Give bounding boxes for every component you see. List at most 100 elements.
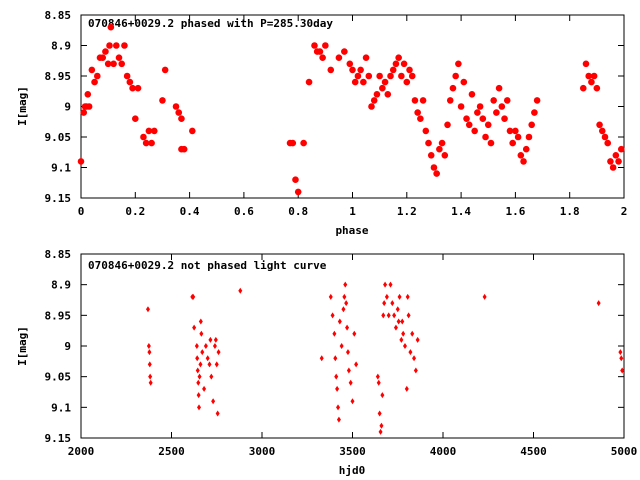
data-point	[322, 42, 329, 49]
data-point	[408, 349, 413, 356]
data-point	[615, 158, 622, 165]
x-tick-label: 3000	[249, 445, 276, 458]
data-point	[386, 312, 391, 319]
data-point	[612, 152, 620, 159]
data-point	[397, 293, 402, 300]
data-point	[360, 78, 367, 86]
data-point	[134, 84, 142, 92]
data-point	[334, 373, 339, 380]
data-point	[412, 355, 417, 362]
data-point	[199, 330, 204, 337]
y-tick-label: 9.05	[45, 371, 72, 384]
data-point	[395, 306, 400, 313]
data-point	[194, 343, 199, 349]
data-points	[145, 281, 625, 435]
x-tick-label: 5000	[611, 445, 638, 458]
data-point	[465, 121, 473, 129]
data-point	[414, 109, 421, 116]
data-point	[620, 367, 625, 374]
data-point	[330, 312, 335, 319]
data-point	[509, 139, 516, 147]
data-point	[388, 281, 393, 288]
data-point	[140, 133, 147, 141]
data-points	[77, 23, 625, 196]
data-point	[172, 103, 180, 110]
x-tick-label: 0.4	[180, 205, 200, 218]
data-point	[593, 84, 601, 92]
data-point	[311, 42, 318, 49]
data-point	[198, 361, 203, 368]
x-tick-label: 3500	[339, 445, 366, 458]
data-point	[148, 379, 153, 386]
data-point	[617, 145, 625, 153]
data-point	[604, 139, 612, 147]
y-tick-label: 8.9	[51, 279, 71, 292]
data-point	[212, 343, 217, 349]
data-point	[368, 103, 375, 110]
data-point	[370, 97, 378, 104]
y-tick-label: 8.85	[45, 9, 72, 22]
data-point	[609, 164, 617, 171]
data-point	[390, 300, 395, 307]
data-point	[336, 404, 341, 411]
data-point	[531, 109, 538, 116]
data-point	[588, 78, 595, 86]
data-point	[493, 109, 500, 116]
data-point	[335, 54, 343, 61]
data-point	[195, 355, 200, 362]
data-point	[148, 373, 153, 380]
data-point	[106, 42, 113, 49]
data-point	[402, 343, 407, 349]
data-point	[175, 109, 183, 116]
data-point	[145, 306, 150, 313]
data-point	[345, 349, 350, 356]
data-point	[195, 367, 200, 374]
data-point	[294, 188, 302, 196]
data-point	[419, 97, 427, 104]
data-point	[387, 72, 394, 80]
data-point	[191, 293, 196, 300]
data-point	[354, 72, 362, 80]
x-tick-label: 1	[349, 205, 356, 218]
data-point	[482, 293, 487, 300]
data-point	[336, 416, 341, 423]
data-point	[406, 66, 413, 74]
data-point	[335, 385, 340, 392]
data-point	[522, 145, 530, 153]
data-point	[382, 300, 387, 307]
y-tick-label: 8.95	[45, 70, 72, 83]
data-point	[487, 139, 495, 147]
data-point	[514, 133, 522, 141]
y-axis-label: I[mag]	[16, 326, 29, 366]
data-point	[107, 23, 115, 31]
data-point	[102, 48, 109, 55]
data-point	[202, 385, 207, 392]
data-point	[579, 84, 587, 92]
y-tick-label: 9	[64, 340, 71, 353]
data-point	[379, 422, 384, 429]
data-point	[129, 84, 136, 92]
data-point	[501, 115, 508, 122]
y-tick-label: 8.95	[45, 309, 72, 322]
data-point	[376, 72, 383, 80]
data-point	[180, 145, 188, 153]
y-tick-label: 9.15	[45, 192, 72, 205]
data-point	[84, 91, 92, 98]
data-point	[399, 336, 404, 343]
data-point	[121, 42, 128, 49]
data-point	[365, 72, 373, 80]
data-point	[395, 54, 402, 61]
data-point	[400, 60, 408, 68]
x-tick-label: 4000	[430, 445, 457, 458]
data-point	[341, 48, 348, 55]
data-point	[159, 97, 166, 104]
x-axis-label: phase	[335, 224, 368, 237]
data-point	[151, 127, 158, 135]
data-point	[380, 392, 385, 399]
x-tick-label: 0.2	[125, 205, 145, 218]
data-point	[590, 72, 598, 80]
data-point	[495, 84, 503, 92]
data-point	[449, 84, 457, 92]
data-point	[305, 78, 313, 86]
data-point	[517, 152, 525, 159]
